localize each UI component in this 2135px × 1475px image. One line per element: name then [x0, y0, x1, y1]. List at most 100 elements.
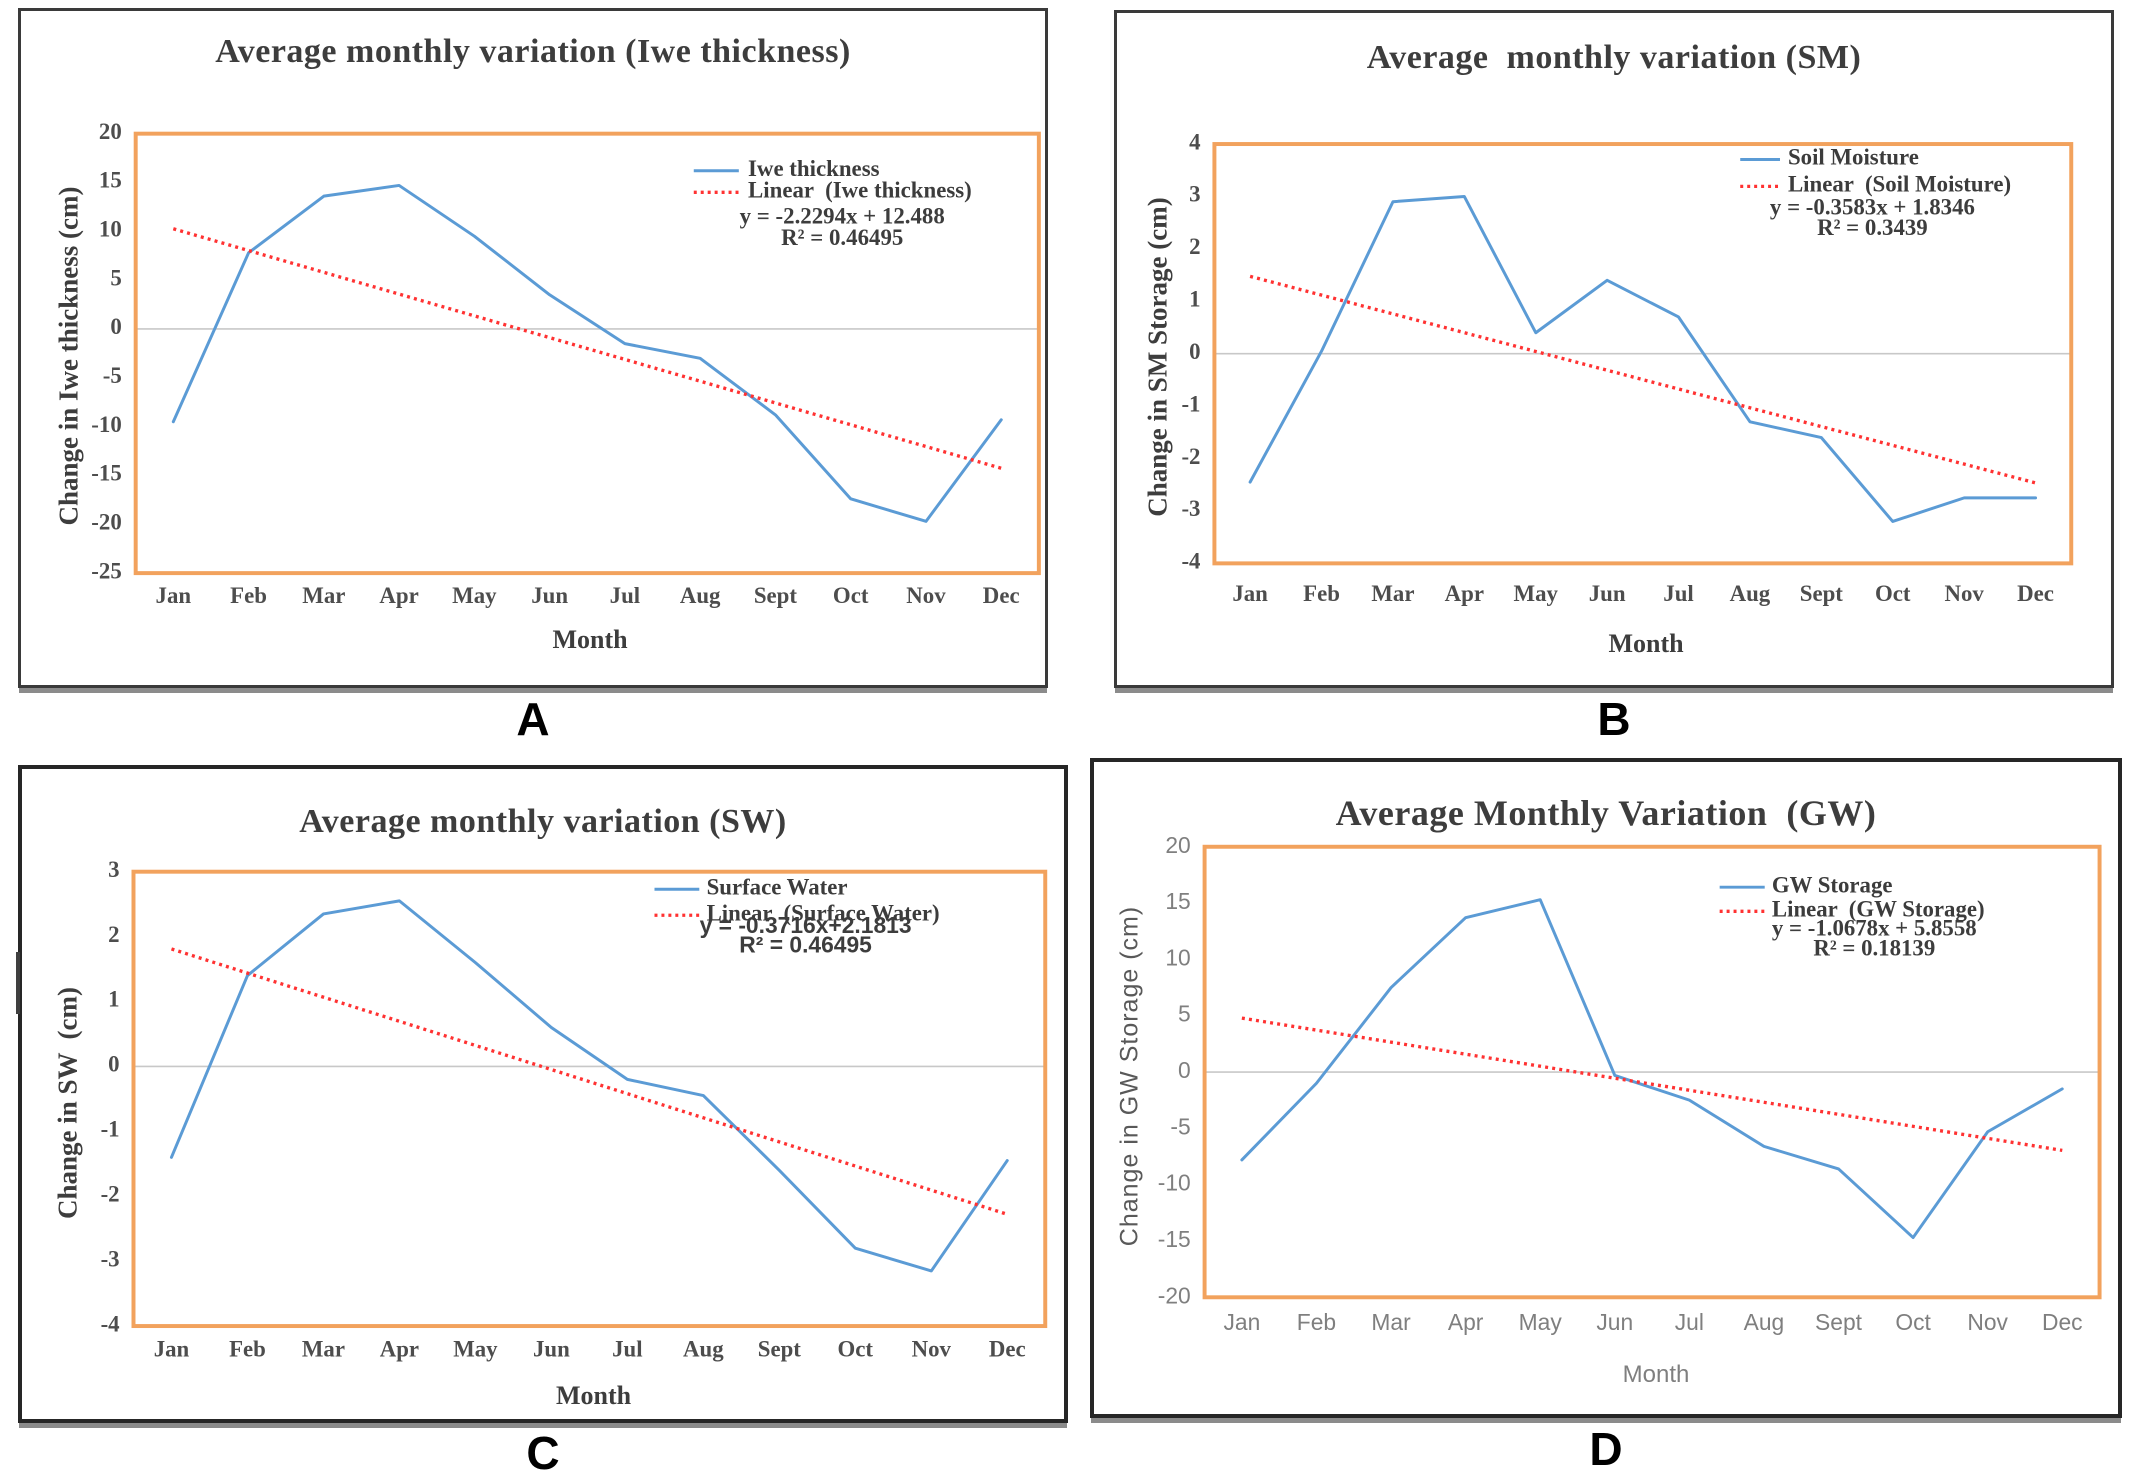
- legend-series-label: GW Storage: [1772, 872, 1893, 897]
- x-tick-label: Jan: [1232, 581, 1268, 606]
- stray-vertical-mark: [16, 952, 20, 1014]
- y-tick-label: -4: [1181, 549, 1200, 574]
- y-tick-label: 0: [108, 1052, 119, 1077]
- x-tick-label: Jun: [1596, 1309, 1633, 1335]
- x-tick-label: Jun: [531, 583, 568, 608]
- equation-label: y = -2.2294x + 12.488: [740, 203, 945, 228]
- x-tick-label: Jul: [1675, 1309, 1704, 1335]
- x-tick-label: Jan: [1223, 1309, 1260, 1335]
- panel-a-title: Average monthly variation (Iwe thickness…: [215, 33, 851, 70]
- x-tick-label: Apr: [379, 583, 418, 608]
- x-tick-label: Apr: [1448, 1309, 1484, 1335]
- trend-line: [170, 947, 1008, 1216]
- plot-border: [131, 869, 1048, 1329]
- y-tick-label: 4: [1189, 129, 1200, 154]
- x-tick-label: Jan: [156, 583, 192, 608]
- y-tick-label: -5: [1170, 1113, 1190, 1139]
- series-line: [169, 899, 1009, 1273]
- panel-c-chart: 3 2 1 0 -1 -2 -3 -4 Jan Feb Mar Apr May Jun Jul Aug Sept…: [101, 857, 1048, 1362]
- y-tick-label: -5: [103, 363, 122, 388]
- y-tick-label: 2: [1189, 234, 1200, 259]
- x-tick-label: Dec: [2017, 581, 2054, 606]
- trend-line: [1241, 1016, 2063, 1153]
- y-tick-label: 3: [108, 857, 119, 882]
- x-tick-label: Dec: [989, 1337, 1026, 1362]
- x-tick-label: Sept: [1815, 1309, 1863, 1335]
- x-tick-label: Jul: [610, 583, 640, 608]
- x-tick-label: Apr: [1445, 581, 1484, 606]
- panel-b-chart: 4 3 2 1 0 -1 -2 -3 -4 Jan Feb Mar Apr May Jun Jul Aug Sep…: [1181, 129, 2074, 606]
- x-tick-label: Feb: [1297, 1309, 1336, 1335]
- panel-c-letter: C: [526, 1427, 560, 1475]
- y-tick-label: -2: [1181, 444, 1200, 469]
- x-tick-label: Oct: [1875, 581, 1911, 606]
- y-tick-label: 15: [1165, 888, 1190, 914]
- y-tick-label: -1: [1181, 391, 1200, 416]
- legend-series-label: Surface Water: [707, 875, 848, 900]
- x-tick-label: May: [1514, 581, 1559, 606]
- x-tick-label: Dec: [2042, 1309, 2083, 1335]
- panel-d-title: Average Monthly Variation (GW): [1335, 793, 1877, 833]
- x-tick-label: Oct: [1895, 1309, 1931, 1335]
- x-tick-label: Sept: [1800, 581, 1844, 606]
- x-tick-label: Feb: [1303, 581, 1340, 606]
- y-tick-label: 10: [1165, 944, 1190, 970]
- x-tick-label: Jan: [154, 1337, 190, 1362]
- y-tick-label: -4: [101, 1311, 120, 1336]
- legend-trend-label: Linear (Soil Moisture): [1788, 172, 2011, 197]
- panel-a-letter: A: [516, 693, 550, 745]
- x-tick-label: Nov: [1967, 1309, 2008, 1335]
- y-tick-label: 0: [1189, 339, 1200, 364]
- x-tick-label: Apr: [380, 1337, 419, 1362]
- x-tick-label: Jul: [612, 1337, 642, 1362]
- y-tick-label: 3: [1189, 182, 1200, 207]
- x-tick-label: Jun: [533, 1337, 570, 1362]
- x-tick-label: May: [453, 1337, 498, 1362]
- panel-a-x-axis-label: Month: [552, 625, 628, 654]
- r-squared-label: R² = 0.3439: [1817, 215, 1928, 240]
- y-tick-label: -2: [101, 1181, 120, 1206]
- x-tick-label: Aug: [1744, 1309, 1785, 1335]
- panel-b-x-axis-label: Month: [1608, 629, 1684, 658]
- x-tick-label: Nov: [906, 583, 946, 608]
- x-tick-label: Feb: [229, 1337, 266, 1362]
- y-tick-label: 0: [1178, 1057, 1191, 1083]
- y-tick-label: -1: [101, 1117, 120, 1142]
- y-tick-label: -15: [91, 461, 121, 486]
- y-tick-label: 5: [110, 265, 121, 290]
- x-tick-label: Oct: [833, 583, 869, 608]
- x-tick-label: Nov: [1944, 581, 1984, 606]
- panel-c: Average monthly variation (SW) Change in…: [18, 765, 1068, 1423]
- series-line: [1240, 898, 2064, 1240]
- x-tick-label: Dec: [983, 583, 1020, 608]
- panel-a-chart: 20 15 10 5 0 -5 -10 -15 -20 -25 Jan Feb Mar Apr May Jun…: [91, 119, 1041, 608]
- panel-d-x-axis-label: Month: [1622, 1361, 1690, 1388]
- legend-series-label: Soil Moisture: [1788, 145, 1919, 170]
- panel-b-letter: B: [1597, 693, 1631, 745]
- x-tick-label: Aug: [1730, 581, 1771, 606]
- panel-d-chart: 20 15 10 5 0 -5 -10 -15 -20 Jan Feb Mar Apr May Jun Jul…: [1158, 832, 2102, 1335]
- panel-b-title: Average monthly variation (SM): [1366, 39, 1862, 76]
- y-tick-label: 2: [108, 922, 119, 947]
- x-tick-label: Aug: [680, 583, 721, 608]
- x-tick-label: Sept: [754, 583, 798, 608]
- panel-d: Average Monthly Variation (GW) Change in…: [1090, 758, 2122, 1418]
- y-tick-label: -10: [1158, 1170, 1191, 1196]
- y-tick-label: -3: [101, 1246, 120, 1271]
- y-tick-label: 0: [110, 314, 121, 339]
- series-line: [1248, 194, 2038, 523]
- plot-border: [133, 131, 1041, 576]
- x-tick-label: Nov: [912, 1337, 952, 1362]
- panel-c-x-axis-label: Month: [555, 1381, 632, 1410]
- y-tick-label: 1: [108, 987, 119, 1012]
- legend-series-label: Iwe thickness: [748, 156, 880, 181]
- y-tick-label: 20: [99, 119, 122, 144]
- y-tick-label: -20: [91, 510, 121, 535]
- r-squared-label: R² = 0.46495: [781, 225, 903, 250]
- panel-d-letter: D: [1589, 1423, 1623, 1475]
- x-tick-label: Mar: [302, 1337, 345, 1362]
- equation-label: y = -0.3716x+2.1813: [700, 912, 912, 938]
- x-tick-label: Mar: [302, 583, 345, 608]
- x-tick-label: May: [452, 583, 497, 608]
